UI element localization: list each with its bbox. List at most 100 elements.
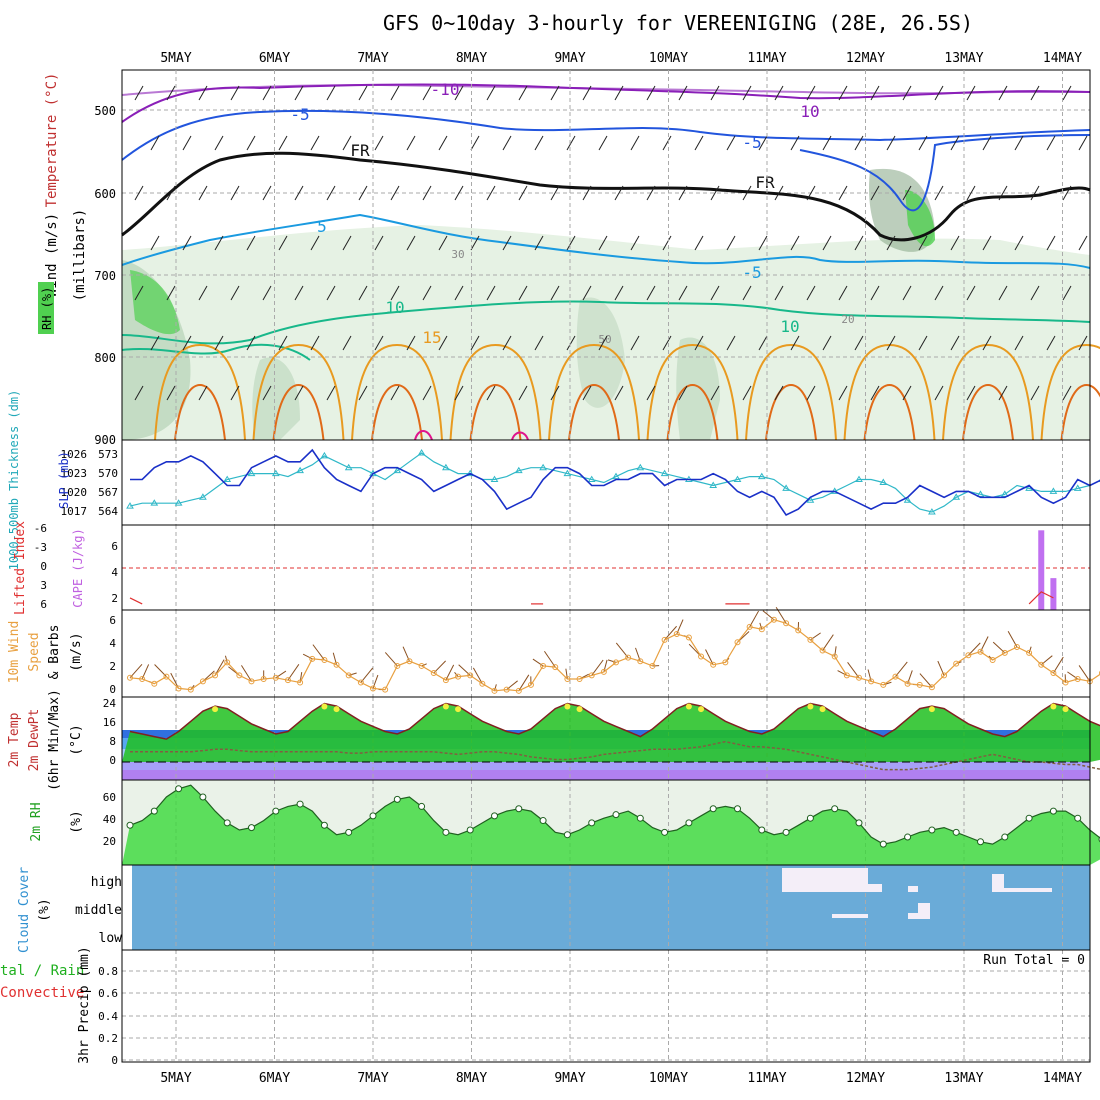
thickness-label: 1000-500mb Thickness (dm) <box>7 390 21 571</box>
contour-label: 30 <box>451 248 464 261</box>
li-tick: 0 <box>40 560 47 573</box>
li-label-group: Lifted Index <box>13 521 28 615</box>
wind-barb-upper <box>390 285 400 301</box>
wind10-marker <box>297 679 304 686</box>
wind10-marker <box>892 673 899 680</box>
rh-marker <box>806 814 814 822</box>
wind-barb-upper <box>518 385 528 401</box>
wind-barb-upper <box>838 385 848 401</box>
wind-barb-upper <box>518 85 528 101</box>
slp-tick: 1023 <box>61 467 88 480</box>
rh-marker <box>661 828 669 836</box>
temp-label2-group: 2m DewPt <box>27 709 42 772</box>
wind-barb-upper <box>1030 85 1040 101</box>
thickness-marker <box>126 502 134 509</box>
wind-barb-upper <box>982 235 992 251</box>
cape-tick: 2 <box>111 592 118 605</box>
thickness-marker <box>344 463 353 471</box>
wind-barb-upper <box>134 285 144 301</box>
wind-barb-upper <box>710 285 720 301</box>
wind10-tick: 0 <box>109 683 116 696</box>
wind-barb-10m <box>1078 665 1091 682</box>
precip-panel-frame <box>121 949 1091 1063</box>
thickness-marker <box>1073 484 1082 491</box>
wind-barb-10m <box>837 670 848 676</box>
wind-barb-upper <box>934 185 944 201</box>
wind-barb-upper <box>470 235 480 251</box>
wind-barb-upper <box>390 385 400 401</box>
contour-label: 10 <box>800 102 819 121</box>
wind-barb-upper <box>566 235 576 251</box>
contour-label: FR <box>755 173 775 192</box>
wind-barb-upper <box>710 85 720 101</box>
precip-tick: 0.6 <box>98 987 118 1000</box>
temp-contour-20 <box>666 383 719 441</box>
thickness-marker <box>271 469 280 477</box>
upper-ytick: 900 <box>94 433 116 447</box>
li-tick: 6 <box>40 598 47 611</box>
contour-label: -5 <box>290 105 309 124</box>
slp-thickness-panel-frame <box>121 439 1091 526</box>
wind-barb-upper <box>454 385 464 401</box>
wind-barb-upper <box>1062 185 1072 201</box>
thickness-marker <box>393 466 402 474</box>
wind-barb-10m <box>312 644 325 661</box>
wind-barb-upper <box>502 335 512 351</box>
temp-max-marker <box>564 703 571 710</box>
rh-marker <box>320 821 328 829</box>
thickness-marker <box>660 469 669 477</box>
temp-max-marker <box>807 703 814 710</box>
wind-barb-upper <box>406 135 416 151</box>
upper-ytick: 500 <box>94 104 116 118</box>
temp-max-marker <box>576 706 583 713</box>
temp-contour-15 <box>942 343 1034 441</box>
wind-barb-upper <box>182 235 192 251</box>
temp-area <box>122 703 1100 762</box>
wind10-marker <box>625 654 632 661</box>
temp-tick: 24 <box>103 697 117 710</box>
li-tick: 3 <box>40 579 47 592</box>
wind10-marker <box>600 668 607 675</box>
rh-marker <box>1049 807 1057 815</box>
cloud-high-block <box>992 874 1004 892</box>
wind-barb-upper <box>966 85 976 101</box>
wind-barb-upper <box>758 235 768 251</box>
wind-barb-upper <box>662 135 672 151</box>
precip-label1: tal / Rain <box>0 963 84 979</box>
temp-contour--10b <box>121 83 1090 96</box>
temp-tick: 8 <box>109 735 116 748</box>
thickness-tick: 564 <box>98 505 118 518</box>
thickness-marker <box>296 466 304 474</box>
contour-label: 5 <box>317 217 327 236</box>
wind-barb-upper <box>870 385 880 401</box>
wind-barb-upper <box>822 235 832 251</box>
wind10-marker <box>843 672 850 679</box>
date-label-top: 5MAY <box>160 51 191 66</box>
rh-legend-label: RH (%) <box>40 287 54 330</box>
rh-shade-mid-2 <box>576 297 625 408</box>
wind10-marker <box>649 662 656 669</box>
rh-unit: (%) <box>69 810 84 833</box>
wind-barb-upper <box>614 185 624 201</box>
wind-barb-upper <box>1078 135 1088 151</box>
wind-barb-upper <box>966 185 976 201</box>
wind-barb-upper <box>454 185 464 201</box>
wind-barb-upper <box>134 385 144 401</box>
wind-barb-upper <box>630 235 640 251</box>
wind-barb-upper <box>1062 285 1072 301</box>
thickness-marker <box>442 463 450 471</box>
wind-barb-upper <box>678 85 688 101</box>
rh-tick: 60 <box>103 791 116 804</box>
wind-barb-upper <box>230 85 240 101</box>
wind-barb-10m <box>749 610 759 628</box>
wind-barb-10m <box>822 634 834 651</box>
rh-marker <box>466 826 474 834</box>
temp-max-marker <box>1050 703 1057 710</box>
li-tick: -6 <box>34 522 47 535</box>
rh-marker <box>904 833 912 841</box>
temp-max-marker <box>212 706 219 713</box>
temp-contour-20 <box>962 383 1014 441</box>
wind-barb-upper <box>902 385 912 401</box>
thickness-marker <box>199 493 207 500</box>
wind-barb-upper <box>790 335 800 351</box>
